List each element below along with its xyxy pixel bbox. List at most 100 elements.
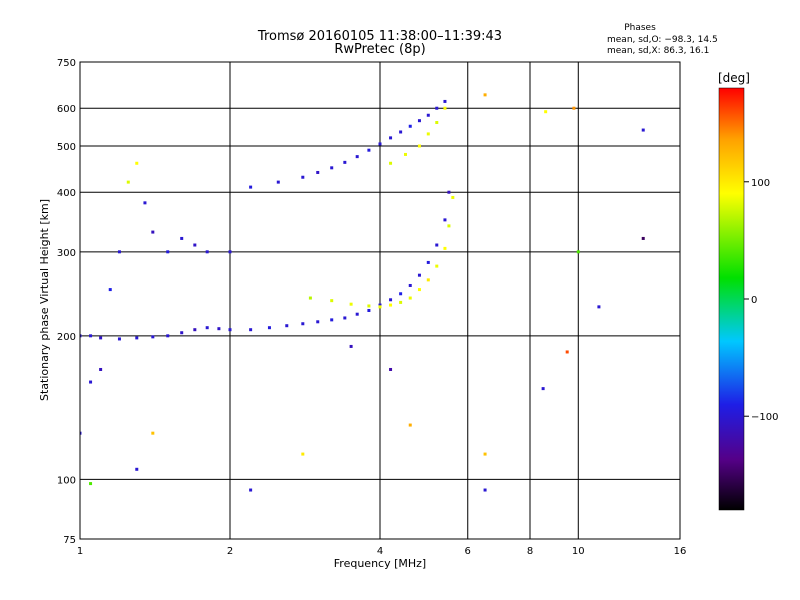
data-point — [544, 110, 548, 114]
data-point — [316, 320, 320, 324]
data-point — [193, 328, 197, 332]
colorbar-label: [deg] — [718, 71, 750, 85]
data-point — [126, 180, 130, 184]
y-axis-label: Stationary phase Virtual Height [km] — [38, 199, 51, 401]
x-axis-label: Frequency [MHz] — [334, 557, 426, 570]
data-point — [349, 344, 353, 348]
chart-title: Tromsø 20160105 11:38:00–11:39:43 — [257, 29, 502, 44]
data-point — [367, 308, 371, 312]
data-point — [301, 452, 305, 456]
data-point — [426, 113, 430, 117]
y-tick-label: 300 — [57, 248, 76, 259]
data-point — [403, 152, 407, 156]
data-point — [143, 201, 147, 205]
data-point — [399, 292, 403, 296]
data-point — [408, 283, 412, 287]
data-point — [417, 119, 421, 123]
data-point — [426, 278, 430, 282]
data-point — [389, 303, 393, 307]
chart-subtitle: RwPretec (8p) — [334, 42, 425, 57]
data-point — [355, 155, 359, 159]
data-point — [135, 467, 139, 471]
data-point — [117, 250, 121, 254]
data-point — [597, 305, 601, 309]
data-point — [249, 328, 253, 332]
data-point — [408, 296, 412, 300]
data-point — [135, 161, 139, 165]
data-point — [349, 302, 353, 306]
y-axis: 750 600 500 400 300 200 100 75 — [57, 58, 76, 546]
grid — [80, 62, 680, 539]
data-point — [89, 334, 93, 338]
y-tick-label: 200 — [57, 332, 76, 343]
data-point — [389, 136, 393, 140]
data-point — [435, 121, 439, 125]
data-point — [483, 452, 487, 456]
x-tick-label: 1 — [77, 546, 83, 557]
data-point — [572, 106, 576, 110]
data-point — [417, 273, 421, 277]
data-point — [389, 298, 393, 302]
data-point — [151, 431, 155, 435]
data-point — [443, 106, 447, 110]
data-point — [135, 336, 139, 340]
y-tick-label: 100 — [57, 475, 76, 486]
data-point — [435, 106, 439, 110]
data-point — [80, 431, 82, 435]
data-point — [205, 250, 209, 254]
colorbar-tick-label: 0 — [751, 295, 757, 306]
phases-x-stats: mean, sd,X: 86.3, 16.1 — [607, 46, 709, 56]
data-point — [89, 380, 93, 384]
y-tick-label: 75 — [63, 535, 76, 546]
data-point — [435, 243, 439, 247]
data-point — [443, 99, 447, 103]
data-point — [641, 128, 645, 132]
data-point — [565, 350, 569, 354]
data-point — [276, 180, 280, 184]
colorbar-tick-label: −100 — [751, 412, 778, 423]
data-point — [80, 334, 82, 338]
data-point — [249, 488, 253, 492]
x-tick-label: 10 — [572, 546, 585, 557]
y-tick-label: 750 — [57, 58, 76, 69]
data-point — [301, 175, 305, 179]
data-point — [399, 300, 403, 304]
data-point — [249, 185, 253, 189]
data-point — [641, 236, 645, 240]
data-point — [378, 303, 382, 307]
data-point — [451, 195, 455, 199]
x-tick-label: 4 — [377, 546, 383, 557]
data-point — [330, 166, 334, 170]
y-tick-label: 400 — [57, 188, 76, 199]
data-point — [108, 288, 112, 292]
data-point — [205, 326, 209, 330]
data-point — [99, 336, 103, 340]
data-point — [389, 367, 393, 371]
colorbar-tick-label: 100 — [751, 178, 770, 189]
data-point — [443, 246, 447, 250]
data-point — [180, 236, 184, 240]
data-point — [193, 243, 197, 247]
data-point — [426, 132, 430, 136]
data-point — [308, 296, 312, 300]
data-point — [483, 488, 487, 492]
x-axis: 1 2 4 6 8 10 16 — [77, 546, 687, 557]
plot-frame — [79, 61, 681, 540]
data-point — [228, 250, 232, 254]
x-tick-label: 2 — [227, 546, 233, 557]
data-points — [80, 93, 645, 492]
data-point — [330, 318, 334, 322]
data-point — [378, 142, 382, 146]
data-point — [367, 304, 371, 308]
x-tick-label: 6 — [465, 546, 471, 557]
data-point — [355, 312, 359, 316]
data-point — [285, 324, 289, 328]
data-point — [417, 144, 421, 148]
data-point — [378, 305, 382, 309]
x-tick-label: 16 — [674, 546, 687, 557]
data-point — [228, 328, 232, 332]
data-point — [443, 218, 447, 222]
data-point — [151, 230, 155, 234]
data-point — [301, 322, 305, 326]
